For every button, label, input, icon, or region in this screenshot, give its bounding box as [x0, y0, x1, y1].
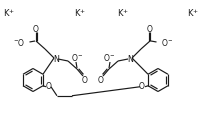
Text: N: N	[53, 54, 59, 63]
Text: O: O	[98, 76, 104, 85]
Text: O$^{-}$: O$^{-}$	[71, 51, 83, 63]
Text: $^{-}$O: $^{-}$O	[13, 37, 25, 47]
Text: O: O	[139, 82, 145, 91]
Text: K$^{+}$: K$^{+}$	[3, 7, 15, 19]
Text: K$^{+}$: K$^{+}$	[117, 7, 129, 19]
Text: O$^{-}$: O$^{-}$	[103, 51, 115, 63]
Text: O: O	[33, 24, 39, 34]
Text: N: N	[127, 54, 133, 63]
Text: O: O	[82, 76, 88, 85]
Text: K$^{+}$: K$^{+}$	[187, 7, 199, 19]
Text: O$^{-}$: O$^{-}$	[161, 37, 173, 47]
Text: O: O	[46, 82, 52, 91]
Text: K$^{+}$: K$^{+}$	[74, 7, 86, 19]
Text: O: O	[147, 24, 153, 34]
